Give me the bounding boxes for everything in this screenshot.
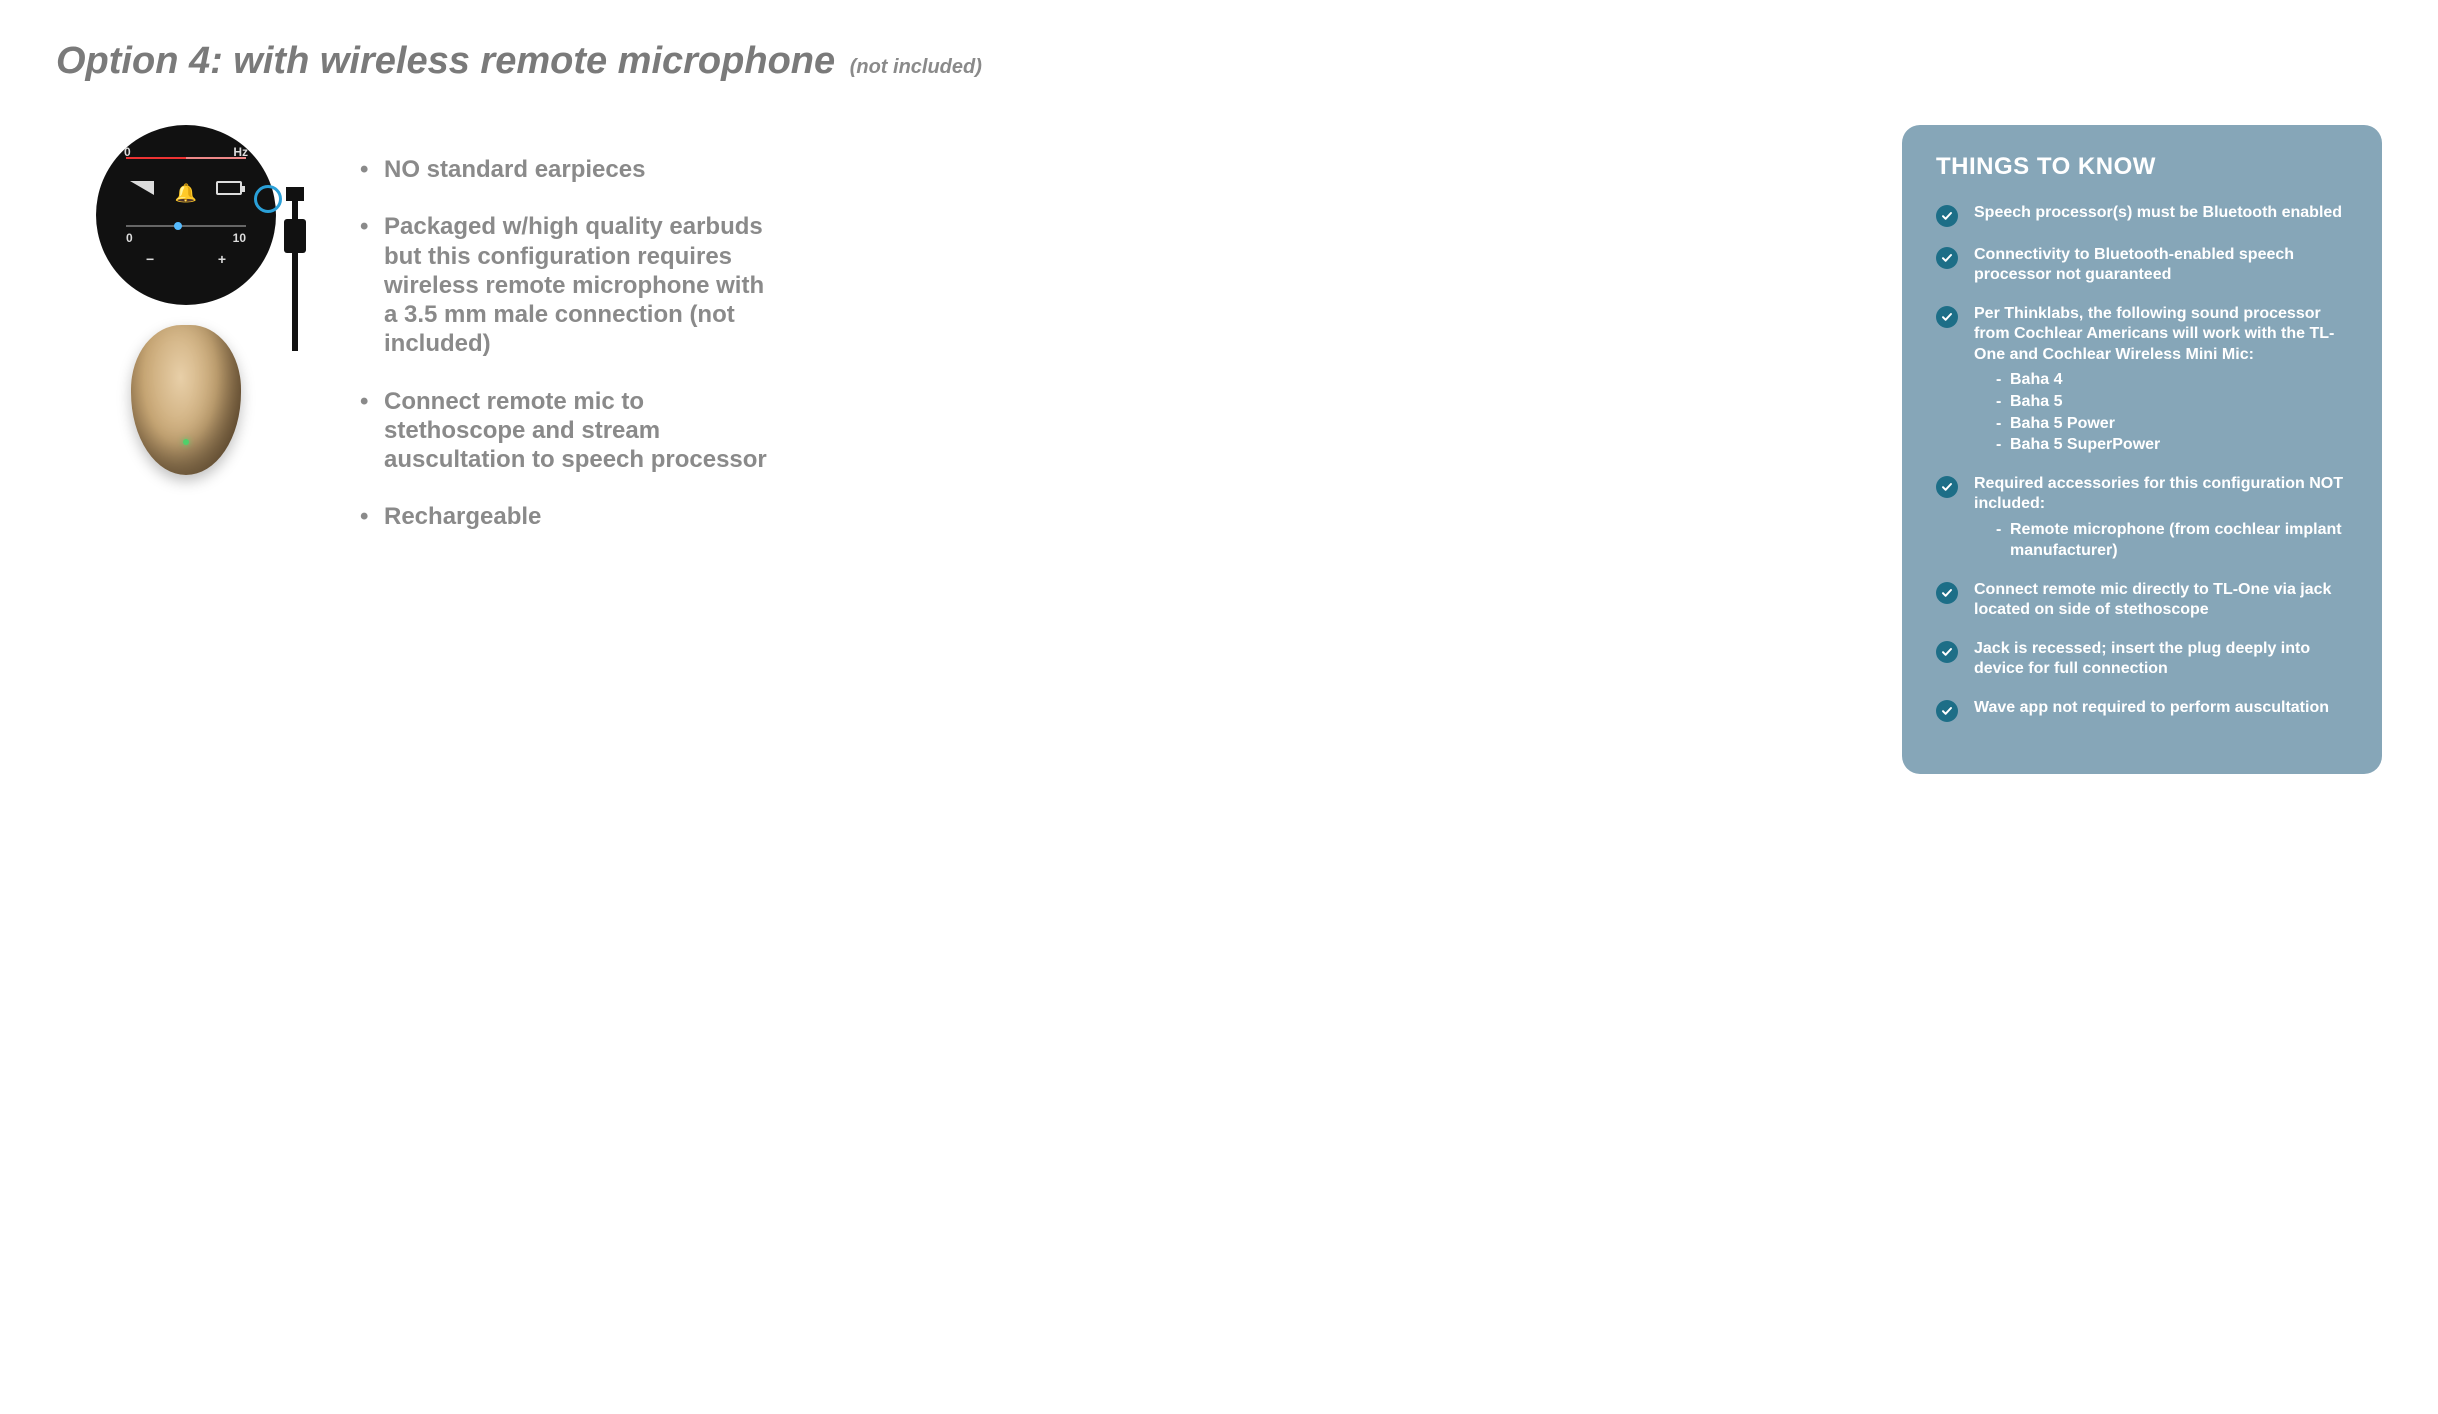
know-item: Wave app not required to perform auscult… [1936, 698, 2348, 722]
know-item: Speech processor(s) must be Bluetooth en… [1936, 203, 2348, 227]
list-item: Baha 5 SuperPower [1996, 434, 2348, 456]
know-item: Required accessories for this configurat… [1936, 474, 2348, 562]
know-item-text: Required accessories for this configurat… [1974, 474, 2348, 562]
main-layout: 0 Hz 🔔 0 10 − + [56, 125, 2382, 774]
know-item: Jack is recessed; insert the plug deeply… [1936, 639, 2348, 680]
bullets-column: NO standard earpieces Packaged w/high qu… [356, 125, 1862, 560]
audio-plug-illustration [286, 187, 304, 201]
know-item-sublist: Baha 4 Baha 5 Baha 5 Power Baha 5 SuperP… [1974, 369, 2348, 455]
list-item: Baha 5 Power [1996, 413, 2348, 435]
know-item-sublist: Remote microphone (from cochlear implant… [1974, 519, 2348, 562]
list-item: Packaged w/high quality earbuds but this… [356, 212, 776, 358]
check-icon [1936, 247, 1958, 269]
know-item-text: Jack is recessed; insert the plug deeply… [1974, 639, 2348, 680]
battery-icon [216, 181, 242, 195]
feature-bullet-list: NO standard earpieces Packaged w/high qu… [356, 155, 1862, 532]
images-column: 0 Hz 🔔 0 10 − + [56, 125, 316, 475]
page-title: Option 4: with wireless remote microphon… [56, 40, 2382, 83]
scale-right: 10 [233, 231, 246, 245]
know-item-lead: Required accessories for this configurat… [1974, 475, 2343, 512]
check-icon [1936, 205, 1958, 227]
minus-label: − [146, 251, 154, 267]
stethoscope-dial-illustration: 0 Hz 🔔 0 10 − + [96, 125, 276, 305]
earbud-illustration [131, 325, 241, 475]
list-item: Connect remote mic to stethoscope and st… [356, 387, 776, 475]
list-item: NO standard earpieces [356, 155, 776, 184]
scale-left: 0 [126, 231, 133, 245]
know-item: Per Thinklabs, the following sound proce… [1936, 304, 2348, 456]
know-item-text: Speech processor(s) must be Bluetooth en… [1974, 203, 2348, 227]
page-title-main: Option 4: with wireless remote microphon… [56, 40, 835, 82]
check-icon [1936, 306, 1958, 328]
plus-label: + [218, 251, 226, 267]
check-icon [1936, 476, 1958, 498]
know-item: Connectivity to Bluetooth-enabled speech… [1936, 245, 2348, 286]
list-item: Rechargeable [356, 502, 776, 531]
check-icon [1936, 700, 1958, 722]
know-item-text: Per Thinklabs, the following sound proce… [1974, 304, 2348, 456]
check-icon [1936, 641, 1958, 663]
know-item-text: Connect remote mic directly to TL-One vi… [1974, 580, 2348, 621]
know-item: Connect remote mic directly to TL-One vi… [1936, 580, 2348, 621]
page-title-suffix: (not included) [850, 56, 982, 78]
list-item: Baha 5 [1996, 391, 2348, 413]
check-icon [1936, 582, 1958, 604]
bell-icon: 🔔 [175, 183, 197, 204]
list-item: Remote microphone (from cochlear implant… [1996, 519, 2348, 562]
list-item: Baha 4 [1996, 369, 2348, 391]
things-to-know-panel: THINGS TO KNOW Speech processor(s) must … [1902, 125, 2382, 774]
know-item-text: Wave app not required to perform auscult… [1974, 698, 2348, 722]
jack-highlight-ring [254, 185, 282, 213]
know-item-text: Connectivity to Bluetooth-enabled speech… [1974, 245, 2348, 286]
panel-title: THINGS TO KNOW [1936, 153, 2348, 181]
know-item-lead: Per Thinklabs, the following sound proce… [1974, 305, 2334, 363]
